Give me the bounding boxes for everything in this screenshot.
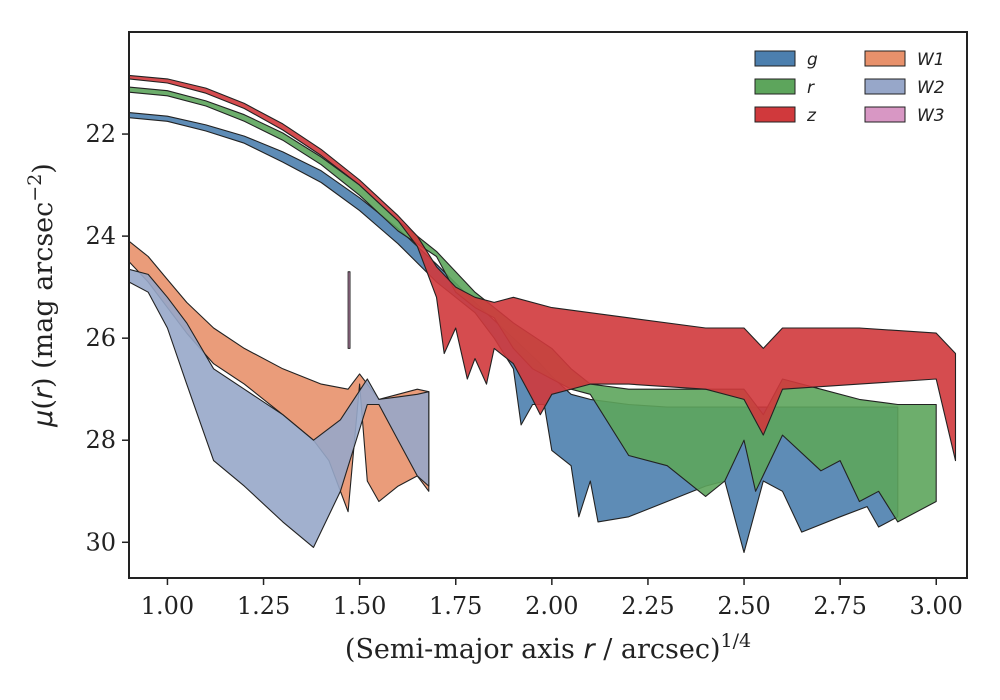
legend-item-w3: W3 <box>864 106 945 126</box>
legend-swatch <box>864 78 906 95</box>
legend-item-z: z <box>754 106 817 126</box>
y-axis-label: μ(r) (mag arcsec−2) <box>24 163 59 428</box>
legend-label: z <box>806 106 817 126</box>
legend-label: W3 <box>917 106 945 126</box>
legend-swatch <box>754 78 796 95</box>
legend-label: g <box>807 50 818 70</box>
y-axis-ticks: 22 24 26 28 30 <box>85 120 129 556</box>
legend-swatch <box>754 106 796 123</box>
legend-label: W1 <box>917 50 945 70</box>
y-tick-label: 30 <box>85 528 116 556</box>
y-tick-label: 24 <box>85 222 116 250</box>
legend-label: W2 <box>917 78 945 98</box>
area-w2 <box>128 268 430 548</box>
y-tick-label: 22 <box>85 120 116 148</box>
x-axis-label: (Semi-major axis r / arcsec)1/4 <box>345 630 751 665</box>
x-tick-label: 1.75 <box>429 592 482 620</box>
legend-item-g: g <box>754 50 818 70</box>
legend-item-w1: W1 <box>864 50 945 70</box>
area-r <box>128 86 937 523</box>
legend-swatch <box>864 106 906 123</box>
x-tick-label: 1.25 <box>237 592 290 620</box>
legend-item-w2: W2 <box>864 78 945 98</box>
legend-label: r <box>807 78 815 98</box>
legend-swatch <box>754 50 796 67</box>
plot-frame <box>128 31 968 579</box>
x-tick-label: 3.00 <box>910 592 963 620</box>
x-tick-label: 2.25 <box>621 592 674 620</box>
area-w3 <box>347 271 351 349</box>
legend-swatch <box>864 50 906 67</box>
x-axis-ticks: 1.00 1.25 1.50 1.75 2.00 2.25 2.50 2.75 3.00 <box>141 578 963 620</box>
x-tick-label: 2.75 <box>813 592 866 620</box>
x-tick-label: 2.00 <box>525 592 578 620</box>
x-tick-label: 1.00 <box>141 592 194 620</box>
area-series-group <box>128 74 957 554</box>
y-tick-label: 26 <box>85 324 116 352</box>
legend: grz W1 W2 W3 <box>754 50 945 126</box>
legend-item-r: r <box>754 78 815 98</box>
y-tick-label: 28 <box>85 426 116 454</box>
area-z <box>128 74 957 462</box>
x-tick-label: 2.50 <box>717 592 770 620</box>
x-tick-label: 1.50 <box>333 592 386 620</box>
